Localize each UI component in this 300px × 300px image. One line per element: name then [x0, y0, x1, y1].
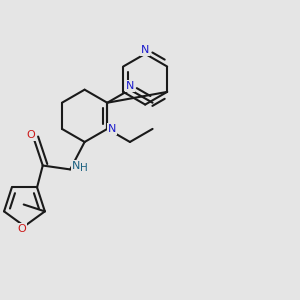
Text: H: H — [80, 163, 88, 173]
Text: N: N — [107, 124, 116, 134]
Text: N: N — [141, 45, 149, 55]
Text: N: N — [71, 161, 80, 171]
Text: O: O — [27, 130, 36, 140]
Text: N: N — [126, 81, 134, 91]
Text: O: O — [17, 224, 26, 234]
